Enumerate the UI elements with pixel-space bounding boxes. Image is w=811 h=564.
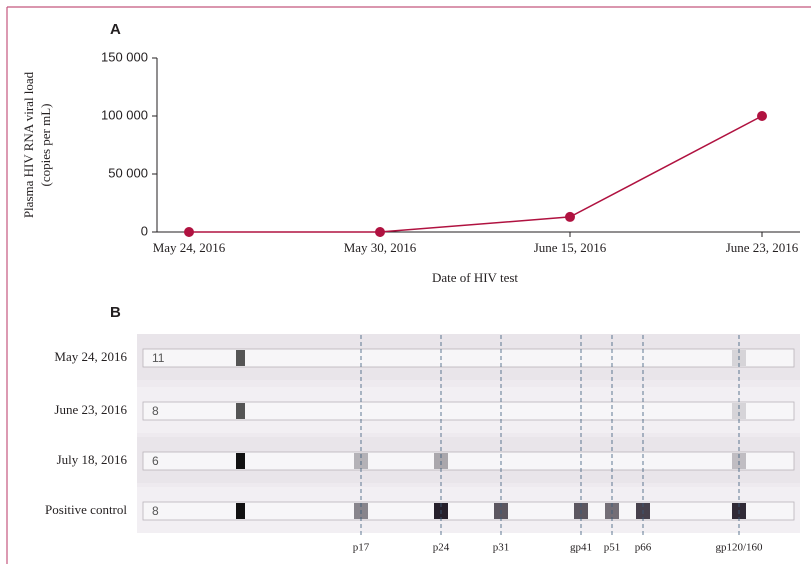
band-label: p24: [433, 542, 450, 554]
band-label: p31: [493, 542, 510, 554]
band-label: p66: [635, 542, 652, 554]
y-tick-label: 0: [141, 223, 148, 238]
y-tick-label: 150 000: [101, 49, 148, 64]
x-tick-label: June 15, 2016: [534, 240, 607, 255]
band-label: p17: [353, 542, 370, 554]
control-band: [236, 503, 245, 519]
data-point: [757, 111, 767, 121]
row-label: July 18, 2016: [57, 452, 128, 467]
strip: [142, 501, 795, 521]
data-point: [375, 227, 385, 237]
x-tick-label: May 24, 2016: [153, 240, 226, 255]
row-label: May 24, 2016: [54, 349, 127, 364]
panel-label: A: [110, 21, 121, 38]
y-tick-label: 50 000: [108, 165, 148, 180]
strip: [142, 451, 795, 471]
strip: [142, 401, 795, 421]
band-label: gp120/160: [715, 542, 763, 554]
data-line: [189, 115, 763, 233]
y-axis-label-line: Plasma HIV RNA viral load: [21, 71, 36, 218]
control-band: [236, 403, 245, 419]
y-axis-label-line: (copies per mL): [38, 103, 53, 186]
data-point: [184, 227, 194, 237]
reactive-band: [732, 403, 746, 419]
panel-label: B: [110, 304, 121, 321]
strip-number: 6: [152, 454, 159, 468]
y-axis-label: Plasma HIV RNA viral load (copies per mL…: [21, 71, 53, 218]
data-point: [565, 211, 575, 222]
band-label: p51: [604, 542, 621, 554]
control-band: [236, 453, 245, 469]
row-label: Positive control: [45, 502, 127, 517]
x-axis-label: Date of HIV test: [432, 270, 518, 285]
strip: [142, 348, 795, 368]
strip-number: 8: [152, 504, 159, 518]
band-label: gp41: [570, 542, 592, 554]
strip-number: 11: [152, 351, 165, 365]
strip-number: 8: [152, 404, 159, 418]
control-band: [236, 350, 245, 366]
x-tick-label: May 30, 2016: [344, 240, 417, 255]
x-tick-label: June 23, 2016: [726, 240, 799, 255]
y-tick-label: 100 000: [101, 107, 148, 122]
row-label: June 23, 2016: [54, 402, 127, 417]
